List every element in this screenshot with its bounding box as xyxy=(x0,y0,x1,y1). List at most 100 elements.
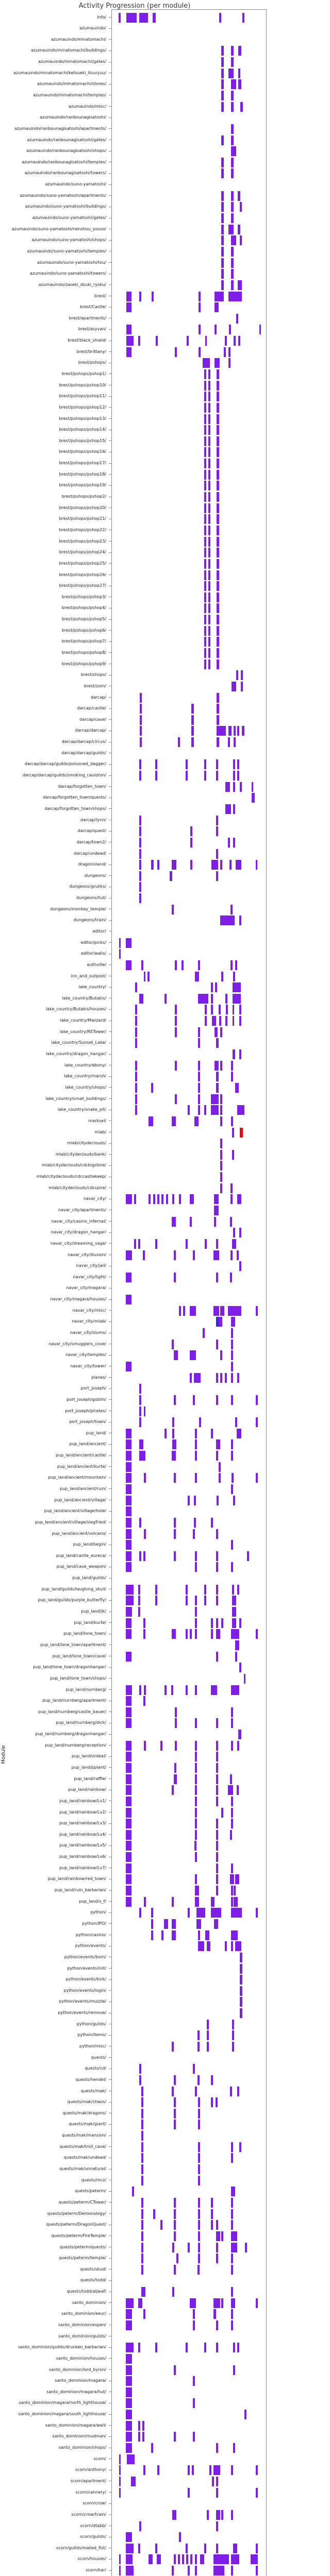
module-label: pup_land/lone_town/shops/ xyxy=(50,1675,106,1681)
y-tick xyxy=(109,1143,111,1144)
activity-bar xyxy=(239,1228,242,1238)
activity-bar xyxy=(125,1740,131,1751)
activity-bar xyxy=(230,1685,240,1695)
activity-bar xyxy=(230,1361,233,1371)
module-label: pup_land/nurnberg/ xyxy=(65,1687,106,1692)
module-label: editor/picks/ xyxy=(80,940,106,945)
activity-bar xyxy=(125,2443,132,2453)
activity-bar xyxy=(141,2097,143,2108)
activity-bar xyxy=(172,1439,177,1450)
activity-bar xyxy=(230,1819,233,1829)
activity-bar xyxy=(211,1428,213,1438)
activity-bar xyxy=(239,1005,242,1015)
activity-bar xyxy=(173,2120,176,2130)
activity-bar xyxy=(230,2220,233,2230)
activity-bar xyxy=(197,2264,200,2275)
activity-bar xyxy=(237,1584,240,1595)
module-label: pup_land/castle_eureca/ xyxy=(56,1553,106,1558)
activity-bar xyxy=(138,2432,140,2442)
module-label: pup_land/lone_town/apartment/ xyxy=(40,1642,106,1647)
activity-bar xyxy=(199,347,201,357)
activity-bar xyxy=(216,2220,218,2230)
activity-bar xyxy=(143,1618,145,1628)
activity-bar xyxy=(239,1261,241,1272)
activity-bar xyxy=(208,648,211,658)
activity-bar xyxy=(230,1941,233,1952)
module-label: pup_land/lone_town/dragonhangar/ xyxy=(33,1665,106,1670)
activity-bar xyxy=(143,1696,145,1706)
activity-bar xyxy=(208,436,211,446)
y-tick xyxy=(109,117,111,118)
activity-bar xyxy=(221,235,224,246)
module-label: azumauindo/suno-yamatoshi/shops/ xyxy=(31,238,106,243)
module-label: port_joseph/pirates/ xyxy=(65,1408,106,1413)
activity-bar xyxy=(224,1372,227,1383)
activity-bar xyxy=(197,1038,200,1048)
y-tick xyxy=(109,240,111,241)
activity-bar xyxy=(155,2543,158,2553)
activity-bar xyxy=(206,2041,209,2052)
module-label: darcap/undead/ xyxy=(74,851,106,856)
y-tick xyxy=(109,2191,111,2192)
activity-bar xyxy=(217,659,220,669)
activity-bar xyxy=(155,1596,158,1606)
activity-bar xyxy=(216,815,218,825)
module-label: python/events/remove/ xyxy=(58,2010,106,2015)
y-tick xyxy=(109,1054,111,1055)
activity-bar xyxy=(211,1685,217,1695)
module-label: brest/pshops/pshop23/ xyxy=(59,538,106,544)
activity-bar xyxy=(208,503,211,513)
activity-bar xyxy=(126,302,132,313)
activity-bar xyxy=(221,280,224,290)
y-tick xyxy=(109,1734,111,1735)
activity-bar xyxy=(187,2566,190,2576)
activity-bar xyxy=(141,2220,143,2230)
y-tick xyxy=(109,1834,111,1835)
module-label: dungeons/ xyxy=(84,873,106,878)
module-label: port_joseph/town/ xyxy=(69,1419,106,1425)
activity-bar xyxy=(221,2510,224,2520)
activity-bar xyxy=(189,1372,192,1383)
activity-bar xyxy=(225,782,230,792)
activity-bar xyxy=(233,804,236,814)
module-label: scorn/kar/ xyxy=(86,2568,106,2573)
y-tick xyxy=(109,1221,111,1222)
activity-bar xyxy=(204,603,206,614)
module-label: pup_land/nurnberg/reception/ xyxy=(45,1742,106,1748)
activity-bar xyxy=(173,1250,176,1260)
activity-bar xyxy=(194,1874,197,1885)
activity-bar xyxy=(141,2164,143,2175)
module-label: darcap/castle/ xyxy=(77,706,106,711)
activity-bar xyxy=(220,1149,223,1160)
activity-bar xyxy=(228,726,232,736)
activity-bar xyxy=(194,1629,197,1639)
y-tick xyxy=(109,1533,111,1534)
activity-bar xyxy=(125,1685,132,1695)
activity-bar xyxy=(125,1428,131,1438)
activity-bar xyxy=(225,1016,227,1026)
activity-bar xyxy=(171,2566,174,2576)
y-tick xyxy=(109,1165,111,1166)
activity-bar xyxy=(230,1562,233,1572)
module-label: quests/peterm/quests/ xyxy=(59,2244,106,2249)
activity-bar xyxy=(216,1038,219,1048)
activity-bar xyxy=(231,269,234,279)
activity-bar xyxy=(155,2343,158,2353)
activity-bar xyxy=(240,1975,242,1985)
activity-bar xyxy=(237,224,240,234)
activity-bar xyxy=(139,871,141,881)
activity-bar xyxy=(171,1451,176,1461)
activity-bar xyxy=(232,2019,235,2029)
activity-bar xyxy=(192,2398,195,2409)
activity-bar xyxy=(214,291,224,301)
activity-bar xyxy=(216,1629,220,1639)
activity-bar xyxy=(217,570,220,580)
activity-bar xyxy=(171,2086,174,2096)
activity-bar xyxy=(173,2075,176,2085)
activity-bar xyxy=(194,1685,197,1695)
y-tick xyxy=(109,719,111,720)
activity-bar xyxy=(255,1629,258,1639)
activity-bar xyxy=(204,637,206,647)
activity-bar xyxy=(139,1451,145,1461)
y-tick xyxy=(109,1968,111,1969)
